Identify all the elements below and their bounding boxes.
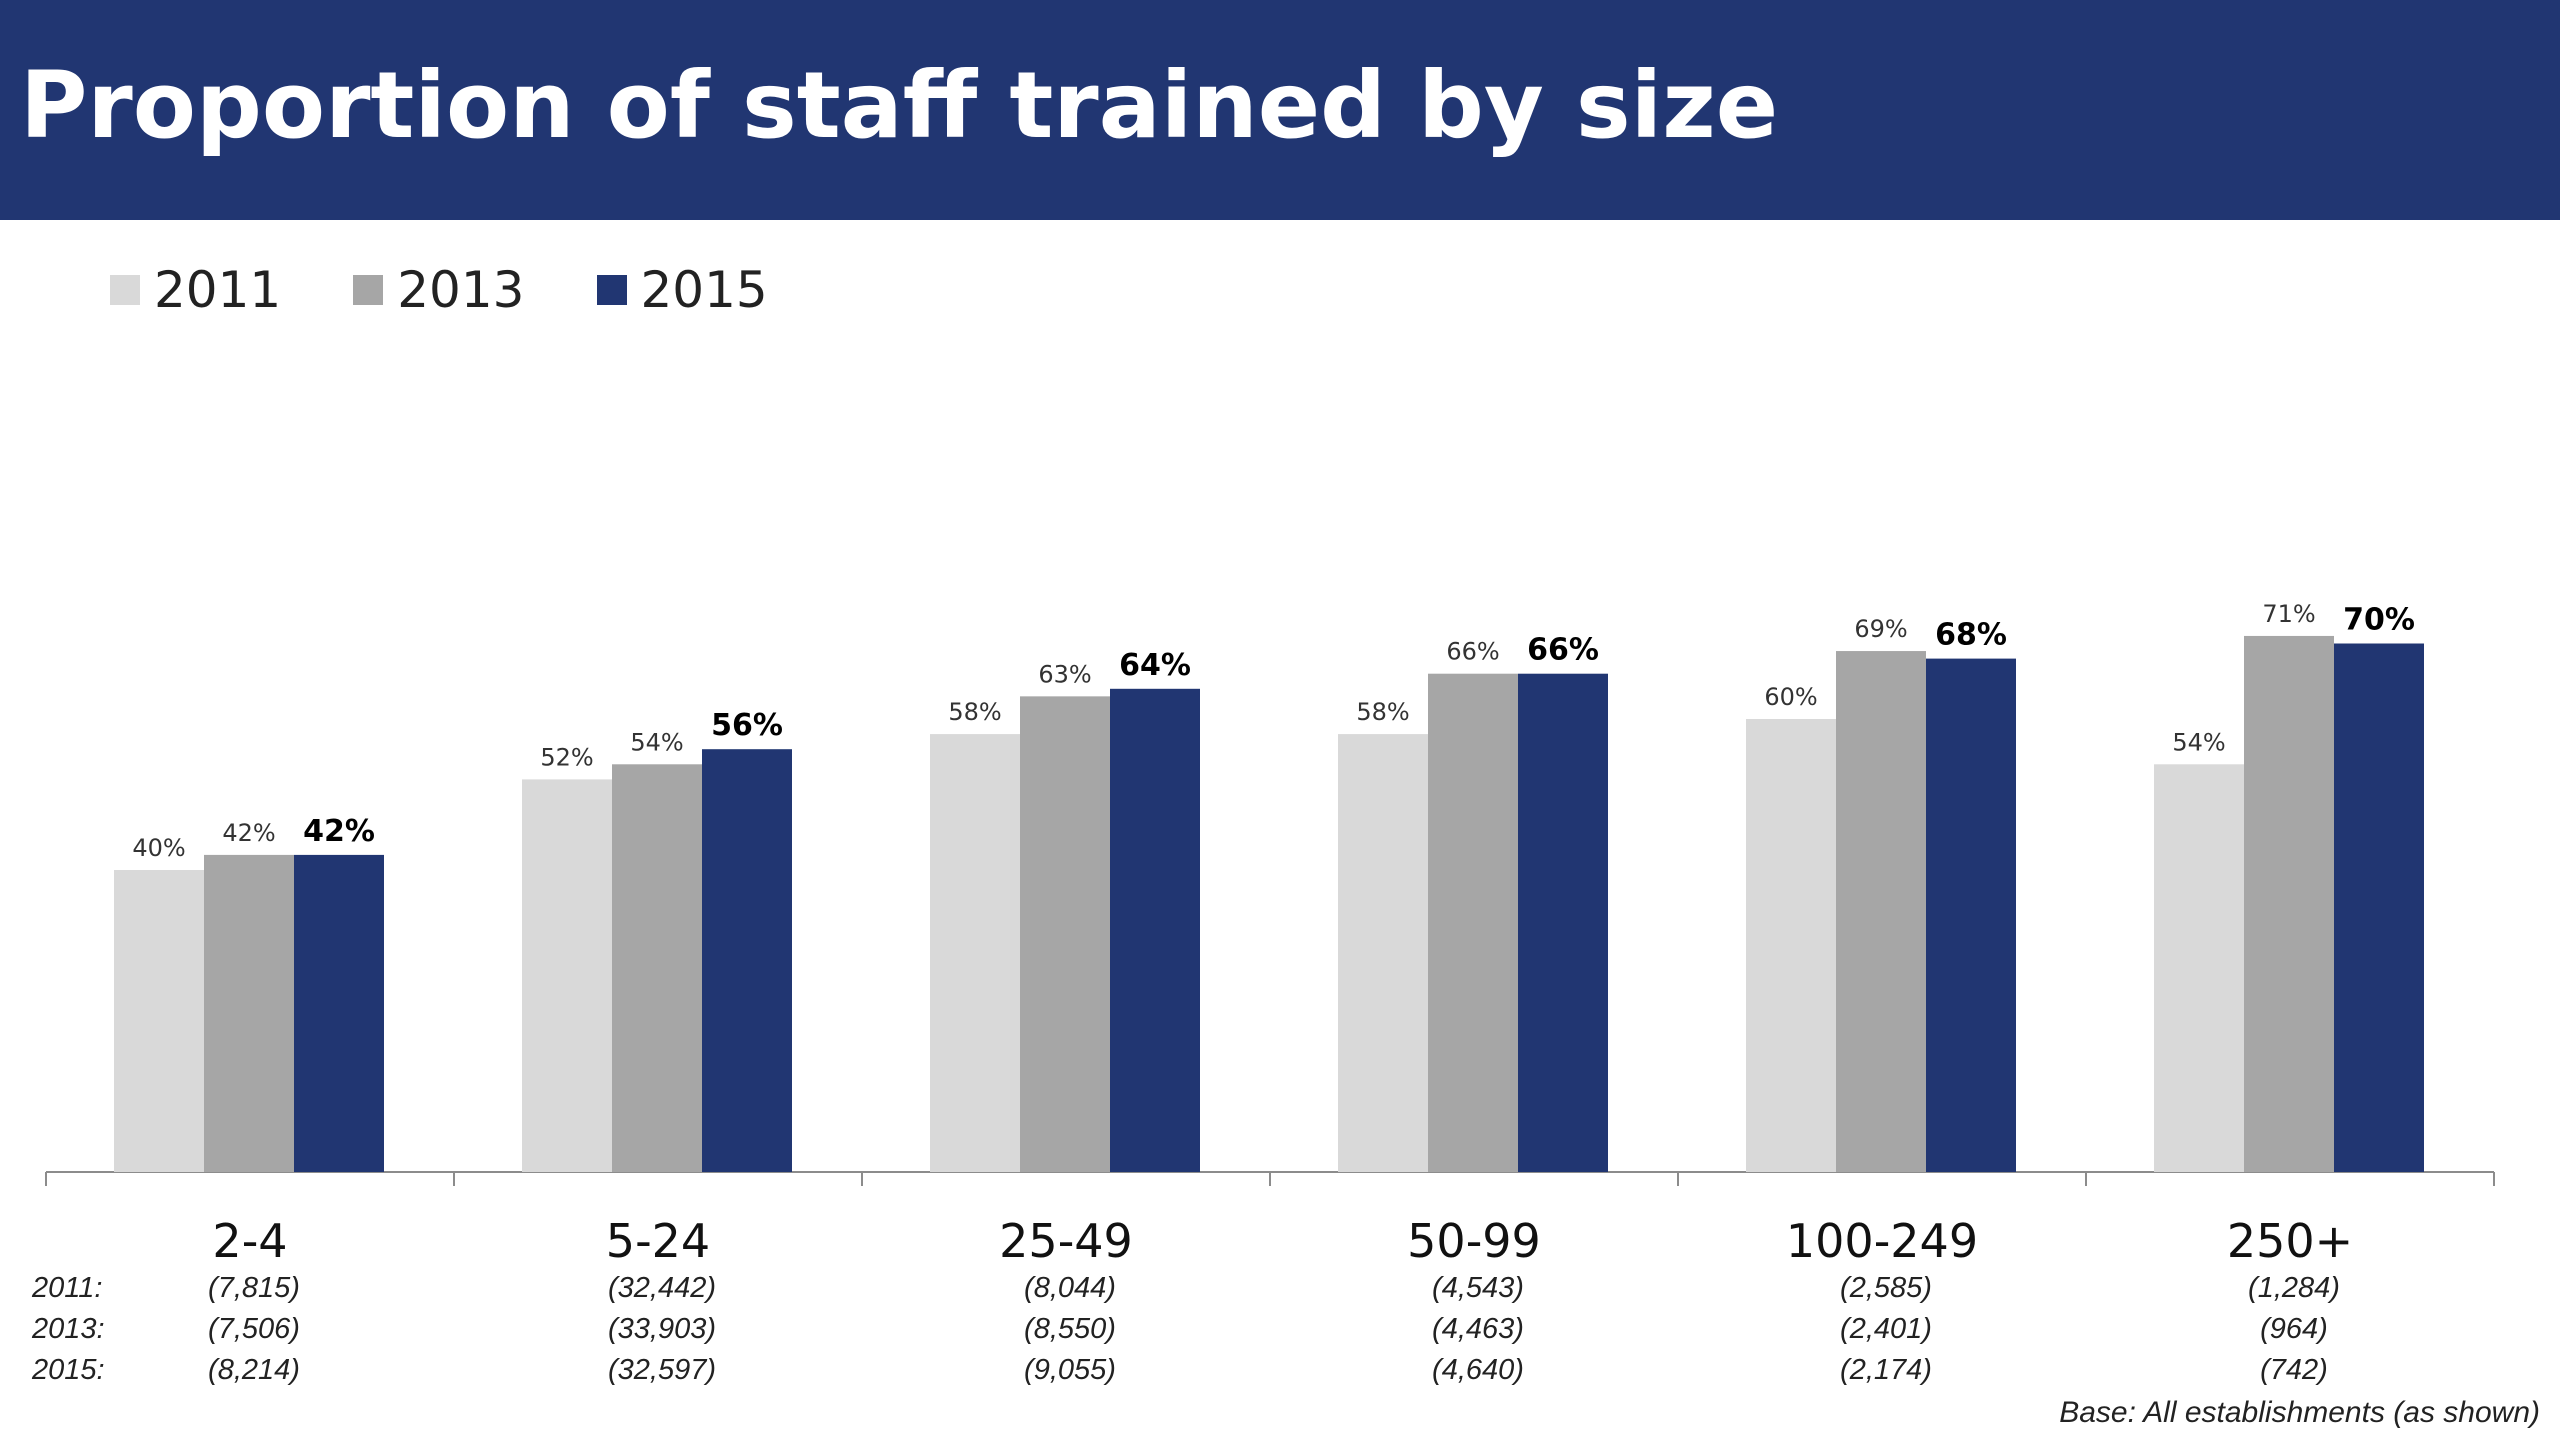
data-label-2013-2-4: 42% [222,819,275,847]
category-label-250+: 250+ [2227,1214,2353,1268]
legend-item-2013: 2013 [353,261,525,319]
base-row-label-2011: 2011: [31,1272,102,1304]
base-count-25-49-2013: (8,550) [1024,1313,1116,1345]
base-count-25-49-2011: (8,044) [1024,1272,1116,1304]
data-label-2013-100-249: 69% [1854,615,1907,643]
bar-2011-250+ [2154,764,2244,1172]
bar-2013-50-99 [1428,673,1518,1172]
data-label-2015-5-24: 56% [711,708,783,743]
bar-2013-250+ [2244,635,2334,1172]
bar-2011-50-99 [1338,734,1428,1172]
bar-2013-100-249 [1836,651,1926,1172]
category-label-5-24: 5-24 [606,1214,710,1268]
legend-item-2011: 2011 [110,261,281,319]
data-label-2011-5-24: 52% [540,743,593,771]
bar-2013-5-24 [612,764,702,1172]
legend-label-2015: 2015 [640,261,768,319]
data-label-2013-25-49: 63% [1038,660,1091,688]
category-label-2-4: 2-4 [212,1214,287,1268]
bar-2013-25-49 [1020,696,1110,1172]
data-label-2011-25-49: 58% [948,698,1001,726]
bar-2015-250+ [2334,643,2424,1172]
bar-2011-2-4 [114,870,204,1172]
base-count-2-4-2013: (7,506) [208,1313,300,1345]
base-count-25-49-2015: (9,055) [1024,1354,1116,1386]
base-count-250+-2013: (964) [2260,1313,2328,1345]
bar-2011-5-24 [522,779,612,1172]
base-count-5-24-2013: (33,903) [608,1313,716,1345]
data-label-2015-250+: 70% [2343,603,2415,638]
base-count-100-249-2011: (2,585) [1840,1272,1932,1304]
data-label-2015-25-49: 64% [1119,648,1191,683]
legend-label-2011: 2011 [154,261,282,319]
base-count-250+-2011: (1,284) [2248,1272,2340,1304]
category-label-50-99: 50-99 [1407,1214,1541,1268]
base-count-5-24-2015: (32,597) [608,1354,716,1386]
base-count-2-4-2015: (8,214) [208,1354,300,1386]
base-footnote: Base: All establishments (as shown) [2059,1396,2540,1429]
data-label-2015-100-249: 68% [1935,618,2007,653]
data-label-2011-2-4: 40% [132,834,185,862]
bar-2015-2-4 [294,854,384,1172]
base-count-50-99-2013: (4,463) [1432,1313,1524,1345]
legend-label-2013: 2013 [397,261,525,319]
bar-2013-2-4 [204,854,294,1172]
data-label-2015-2-4: 42% [303,814,375,849]
bar-2015-5-24 [702,749,792,1172]
base-count-250+-2015: (742) [2260,1354,2328,1386]
bar-2015-50-99 [1518,673,1608,1172]
base-count-50-99-2015: (4,640) [1432,1354,1524,1386]
data-label-2013-250+: 71% [2262,600,2315,628]
bar-2015-25-49 [1110,688,1200,1172]
base-row-label-2013: 2013: [31,1313,105,1345]
data-label-2013-50-99: 66% [1446,638,1499,666]
base-count-100-249-2013: (2,401) [1840,1313,1932,1345]
base-count-2-4-2011: (7,815) [208,1272,300,1304]
base-count-50-99-2011: (4,543) [1432,1272,1524,1304]
category-label-100-249: 100-249 [1786,1214,1978,1268]
base-count-100-249-2015: (2,174) [1840,1354,1932,1386]
legend-swatch-2011 [110,275,140,305]
chart-title: Proportion of staff trained by size [20,52,1779,159]
legend-item-2015: 2015 [596,261,768,319]
data-label-2015-50-99: 66% [1527,633,1599,668]
data-label-2011-100-249: 60% [1764,683,1817,711]
data-label-2011-50-99: 58% [1356,698,1409,726]
base-count-5-24-2011: (32,442) [608,1272,716,1304]
data-label-2013-5-24: 54% [630,728,683,756]
bar-2011-100-249 [1746,719,1836,1172]
base-row-label-2015: 2015: [31,1354,105,1386]
bar-2015-100-249 [1926,658,2016,1172]
title-bar: Proportion of staff trained by size [0,0,2560,220]
bar-2011-25-49 [930,734,1020,1172]
legend: 2011 2013 2015 [110,258,840,322]
data-label-2011-250+: 54% [2172,728,2225,756]
legend-swatch-2013 [353,275,384,305]
legend-swatch-2015 [596,275,627,305]
category-label-25-49: 25-49 [999,1214,1133,1268]
